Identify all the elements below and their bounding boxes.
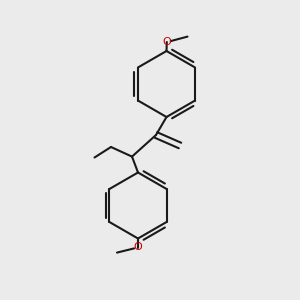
Text: O: O <box>162 37 171 47</box>
Text: O: O <box>134 242 142 253</box>
